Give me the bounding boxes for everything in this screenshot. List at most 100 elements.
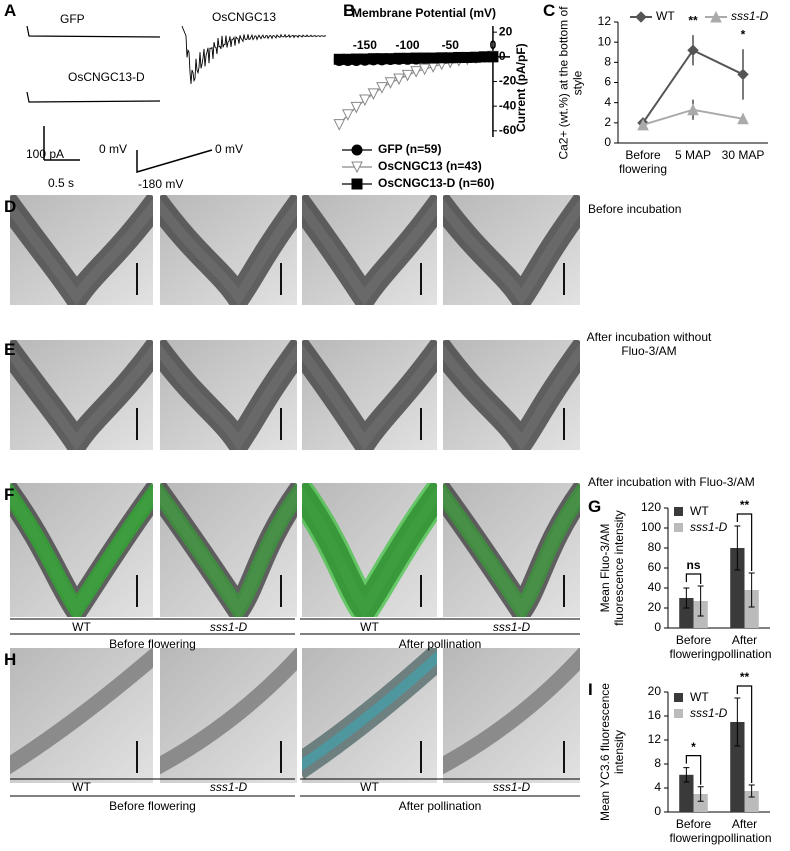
fluorescence	[10, 483, 153, 617]
genotype-label: WT	[360, 780, 379, 794]
y-tick-label: 6	[604, 75, 611, 89]
marker	[350, 101, 363, 114]
x-tick-label: Before flowering	[669, 633, 718, 661]
y-tick-label: 0	[604, 135, 611, 149]
marker	[359, 94, 371, 107]
x-tick-label: -150	[353, 38, 377, 52]
y-tick-label: 4	[654, 780, 661, 794]
marker	[635, 11, 647, 23]
y-tick-label: 10	[598, 34, 612, 48]
bar	[693, 794, 708, 812]
style-tissue-core	[302, 343, 437, 450]
significance-label: **	[740, 670, 750, 684]
trace-label: OsCNGC13	[212, 10, 276, 24]
panel-label: G	[588, 497, 602, 516]
micrograph	[10, 340, 153, 450]
x-tick-label: 5 MAP	[674, 148, 711, 162]
style-tissue	[10, 648, 153, 775]
trace-label: OsCNGC13-D	[68, 70, 145, 84]
marker	[351, 144, 363, 156]
marker	[333, 119, 346, 131]
row-label: After incubation without Fluo-3/AM	[586, 330, 712, 358]
significance-label: **	[688, 13, 698, 27]
trace-label: GFP	[60, 12, 85, 26]
marker	[687, 44, 699, 56]
error-bar	[697, 585, 704, 617]
significance-bracket	[685, 573, 702, 584]
legend-label: WT	[690, 690, 709, 704]
style-tissue-core	[10, 198, 153, 305]
significance-label: *	[691, 740, 696, 754]
significance-bracket	[736, 513, 753, 571]
y-tick-label: 0	[654, 620, 661, 634]
x-tick-label: 30 MAP	[721, 148, 765, 162]
x-tick-label: -50	[442, 38, 460, 52]
micrograph	[160, 648, 297, 783]
significance-label: **	[740, 498, 750, 512]
y-tick-label: 0	[654, 804, 661, 818]
marker	[687, 103, 699, 116]
voltage-start: 0 mV	[99, 142, 127, 156]
y-tick-label: 20	[499, 24, 513, 38]
marker	[351, 161, 363, 174]
style-tissue-core	[160, 343, 297, 450]
genotype-label: sss1-D	[209, 620, 248, 634]
x-tick-label: 0	[490, 38, 497, 52]
legend-label: OsCNGC13-D (n=60)	[378, 176, 494, 190]
micrograph	[10, 648, 153, 783]
y-tick-label: 80	[648, 540, 662, 554]
legend-swatch	[674, 709, 683, 718]
y-tick-label: -40	[499, 98, 517, 112]
y-tick-label: 2	[604, 115, 611, 129]
y-tick-label: 40	[648, 580, 662, 594]
micrograph	[160, 195, 297, 305]
error-bar	[734, 697, 741, 747]
stage-label: Before flowering	[109, 799, 196, 813]
micrograph	[443, 340, 580, 450]
panel-label: H	[4, 650, 17, 669]
style-tissue-core	[160, 486, 297, 617]
style-tissue	[443, 648, 580, 775]
bar	[730, 548, 745, 628]
fluorescence	[443, 483, 580, 617]
trace-osCNGC13-d	[26, 91, 161, 103]
style-tissue-core	[443, 343, 580, 450]
y-tick-label: 120	[641, 500, 661, 514]
y-axis-title: Mean YC3.6 fluorescence intensity	[598, 683, 626, 821]
y-axis-title: Current (pA/pF)	[514, 43, 528, 132]
trace-osCNGC13	[181, 25, 327, 84]
style-tissue-core	[443, 198, 580, 305]
panel-label: I	[588, 680, 593, 699]
marker	[351, 178, 363, 190]
error-bar	[748, 784, 755, 798]
genotype-label: WT	[360, 620, 379, 634]
row-label: After incubation with Fluo-3/AM	[588, 475, 755, 489]
trace-gfp	[26, 25, 161, 38]
marker	[418, 63, 431, 76]
y-tick-label: 0	[499, 49, 506, 63]
marker	[401, 69, 414, 82]
y-tick-label: 100	[641, 520, 661, 534]
voltage-ramp	[136, 149, 213, 174]
panel-label: A	[4, 1, 17, 20]
legend-label: WT	[656, 9, 675, 23]
y-tick-label: 60	[648, 560, 662, 574]
legend-label: sss1-D	[690, 706, 728, 720]
micrograph	[443, 483, 580, 617]
significance-bracket	[736, 685, 753, 783]
legend-label: sss1-D	[731, 9, 769, 23]
significance-label: ns	[686, 558, 700, 572]
marker	[393, 73, 405, 86]
panel-label: E	[4, 340, 16, 359]
marker	[384, 77, 397, 89]
y-tick-label: 20	[648, 684, 662, 698]
fluorescence	[160, 483, 297, 617]
x-tick-label: Before flowering	[618, 148, 668, 176]
error-bar	[697, 786, 704, 802]
error-bar	[683, 767, 690, 783]
y-tick-label: -60	[499, 123, 517, 137]
error-bar	[683, 587, 690, 609]
bar	[744, 791, 759, 812]
x-tick-label: After pollination	[717, 817, 772, 845]
